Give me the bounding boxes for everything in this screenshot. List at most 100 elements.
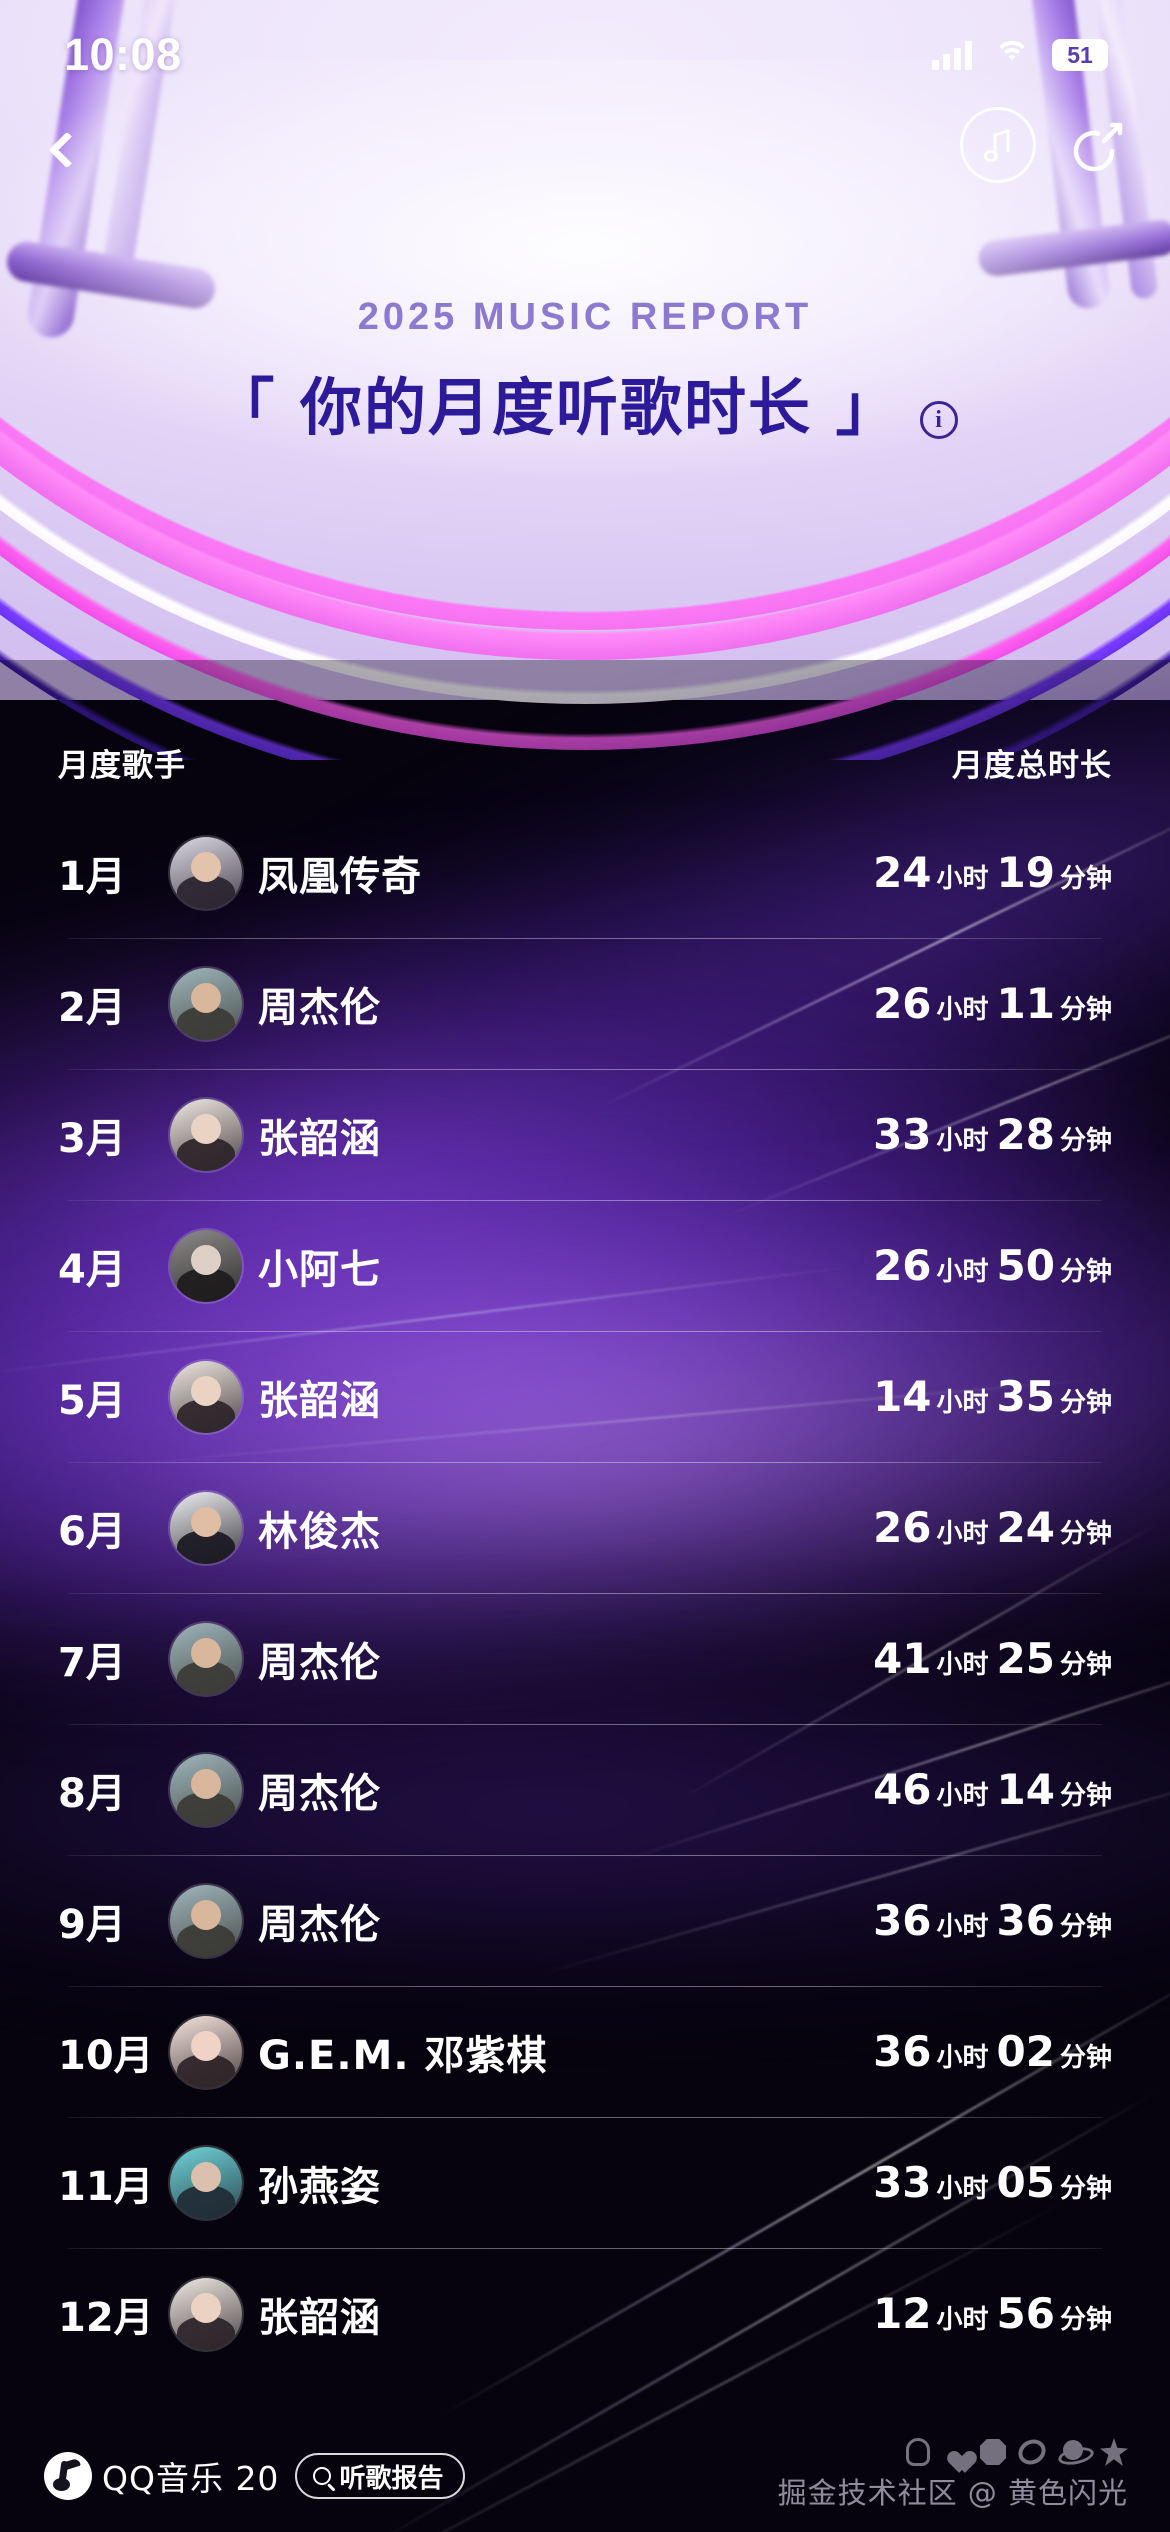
row-artist-cell: 5月 张韶涵: [58, 1360, 381, 1433]
table-row[interactable]: 7月 周杰伦 41 小时 25 分钟: [58, 1593, 1112, 1724]
row-hours: 46: [873, 1765, 932, 1814]
table-row[interactable]: 10月 G.E.M. 邓紫棋 36 小时 02 分钟: [58, 1986, 1112, 2117]
row-month: 10月: [58, 2032, 154, 2079]
avatar: [170, 2015, 242, 2088]
wifi-icon: [994, 41, 1030, 69]
avatar: [170, 1229, 242, 1302]
table-row[interactable]: 8月 周杰伦 46 小时 14 分钟: [58, 1724, 1112, 1855]
row-duration-cell: 41 小时 25 分钟: [873, 1634, 1112, 1683]
decorative-arc-bands: [0, 0, 1170, 760]
avatar-head: [191, 851, 221, 882]
row-minutes: 11: [996, 979, 1055, 1028]
row-minutes: 36: [996, 1896, 1055, 1945]
row-hours: 12: [873, 2289, 932, 2338]
row-artist-cell: 10月 G.E.M. 邓紫棋: [58, 2015, 547, 2088]
row-duration-cell: 14 小时 35 分钟: [873, 1372, 1112, 1421]
table-row[interactable]: 3月 张韶涵 33 小时 28 分钟: [58, 1069, 1112, 1200]
row-month: 12月: [58, 2294, 154, 2341]
row-minutes: 25: [996, 1634, 1055, 1683]
row-hours: 41: [873, 1634, 932, 1683]
unit-hours: 小时: [936, 1650, 989, 1680]
row-artist-name: 周杰伦: [258, 1770, 381, 1817]
row-artist-name: 小阿七: [258, 1246, 381, 1293]
row-month: 6月: [58, 1508, 126, 1555]
row-artist-name: 张韶涵: [258, 1115, 381, 1162]
avatar: [170, 967, 242, 1040]
table-row[interactable]: 2月 周杰伦 26 小时 11 分钟: [58, 938, 1112, 1069]
avatar: [170, 1753, 242, 1826]
back-chevron-icon: [48, 131, 86, 169]
table-row[interactable]: 6月 林俊杰 26 小时 24 分钟: [58, 1462, 1112, 1593]
unit-minutes: 分钟: [1059, 1781, 1112, 1811]
row-artist-name: 林俊杰: [258, 1508, 381, 1555]
report-eyebrow: 2025 MUSIC REPORT: [357, 296, 813, 338]
avatar: [170, 836, 242, 909]
row-month: 4月: [58, 1246, 126, 1293]
unit-hours: 小时: [936, 864, 989, 894]
row-minutes: 05: [996, 2158, 1055, 2207]
table-row[interactable]: 9月 周杰伦 36 小时 36 分钟: [58, 1855, 1112, 1986]
unit-hours: 小时: [936, 1519, 989, 1549]
row-minutes: 24: [996, 1503, 1055, 1552]
unit-minutes: 分钟: [1059, 1912, 1112, 1942]
row-artist-cell: 1月 凤凰传奇: [58, 836, 422, 909]
table-row[interactable]: 1月 凤凰传奇 24 小时 19 分钟: [58, 807, 1112, 938]
watermark-text: 掘金技术社区 @ 黄色闪光: [777, 2476, 1128, 2510]
row-duration-cell: 26 小时 24 分钟: [873, 1503, 1112, 1552]
row-month: 11月: [58, 2163, 154, 2210]
gem-icon: [980, 2439, 1006, 2465]
battery-level: 51: [1067, 41, 1093, 68]
table-row[interactable]: 12月 张韶涵 12 小时 56 分钟: [58, 2248, 1112, 2379]
row-duration-cell: 26 小时 11 分钟: [873, 979, 1112, 1028]
row-artist-name: 周杰伦: [258, 1639, 381, 1686]
avatar-head: [191, 1768, 221, 1799]
search-icon: [313, 2467, 332, 2485]
row-duration-cell: 33 小时 28 分钟: [873, 1110, 1112, 1159]
watermark-icons: [906, 2434, 1128, 2470]
report-title-row: 「 你的月度听歌时长 」 i: [0, 357, 1170, 447]
brand-name: QQ音乐 20: [102, 2459, 280, 2498]
row-month: 8月: [58, 1770, 126, 1817]
table-row[interactable]: 5月 张韶涵 14 小时 35 分钟: [58, 1331, 1112, 1462]
row-artist-cell: 12月 张韶涵: [58, 2277, 381, 2350]
info-icon[interactable]: i: [919, 401, 958, 439]
unit-minutes: 分钟: [1059, 1257, 1112, 1287]
avatar-head: [191, 1244, 221, 1275]
unit-hours: 小时: [936, 1912, 989, 1942]
share-glyph: [1073, 122, 1123, 172]
share-icon[interactable]: [1064, 107, 1140, 183]
row-month: 3月: [58, 1115, 126, 1162]
listening-report-button[interactable]: 听歌报告: [295, 2453, 466, 2499]
status-clock: 10:08: [64, 29, 182, 80]
unit-minutes: 分钟: [1059, 995, 1112, 1025]
unit-hours: 小时: [936, 1257, 989, 1287]
avatar-head: [191, 1637, 221, 1668]
table-row[interactable]: 4月 小阿七 26 小时 50 分钟: [58, 1200, 1112, 1331]
row-minutes: 14: [996, 1765, 1055, 1814]
row-artist-cell: 6月 林俊杰: [58, 1491, 381, 1564]
row-minutes: 28: [996, 1110, 1055, 1159]
music-note-circle-icon[interactable]: [960, 107, 1036, 183]
back-button[interactable]: [28, 111, 106, 189]
row-artist-name: 张韶涵: [258, 1377, 381, 1424]
star-icon: [1100, 2438, 1128, 2466]
ring-icon: [1014, 2434, 1050, 2470]
row-minutes: 56: [996, 2289, 1055, 2338]
unit-minutes: 分钟: [1059, 1519, 1112, 1549]
avatar-head: [191, 1375, 221, 1406]
row-artist-cell: 7月 周杰伦: [58, 1622, 381, 1695]
avatar-head: [191, 982, 221, 1013]
row-duration-cell: 33 小时 05 分钟: [873, 2158, 1112, 2207]
row-artist-name: 周杰伦: [258, 984, 381, 1031]
planet-icon: [1058, 2439, 1088, 2465]
table-row[interactable]: 11月 孙燕姿 33 小时 05 分钟: [58, 2117, 1112, 2248]
row-hours: 33: [873, 2158, 932, 2207]
nav-actions: [960, 107, 1140, 183]
unit-hours: 小时: [936, 2305, 989, 2335]
row-duration-cell: 36 小时 02 分钟: [873, 2027, 1112, 2076]
row-artist-cell: 11月 孙燕姿: [58, 2146, 381, 2219]
row-artist-cell: 8月 周杰伦: [58, 1753, 381, 1826]
qq-note-glyph: [63, 2457, 81, 2471]
row-duration-cell: 12 小时 56 分钟: [873, 2289, 1112, 2338]
row-duration-cell: 36 小时 36 分钟: [873, 1896, 1112, 1945]
